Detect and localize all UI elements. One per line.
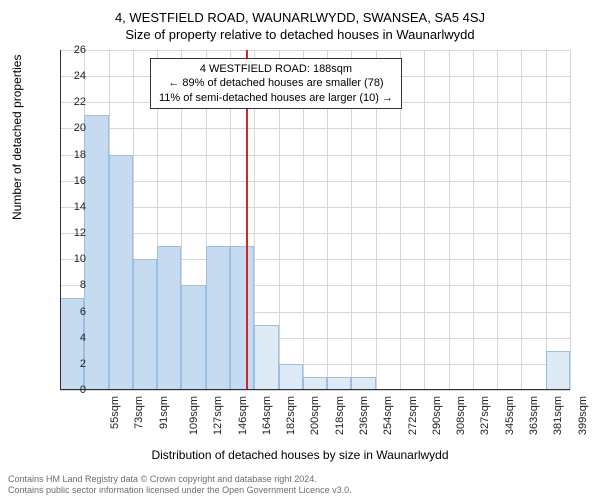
footer-attribution: Contains HM Land Registry data © Crown c… — [8, 474, 352, 496]
x-tick-label: 236sqm — [358, 396, 370, 435]
x-tick-label: 127sqm — [212, 396, 224, 435]
gridline-v — [424, 50, 425, 390]
y-tick-label: 2 — [56, 358, 86, 370]
gridline-h — [60, 181, 570, 182]
x-tick-label: 254sqm — [382, 396, 394, 435]
annotation-line: 11% of semi-detached houses are larger (… — [159, 91, 393, 105]
title-sub: Size of property relative to detached ho… — [0, 25, 600, 42]
y-tick-label: 16 — [56, 175, 86, 187]
histogram-bar — [109, 155, 133, 390]
footer-line1: Contains HM Land Registry data © Crown c… — [8, 474, 352, 485]
y-tick-label: 24 — [56, 70, 86, 82]
x-tick-label: 73sqm — [133, 396, 145, 429]
histogram-bar — [279, 364, 303, 390]
y-tick-label: 26 — [56, 44, 86, 56]
x-tick-label: 290sqm — [431, 396, 443, 435]
x-tick-label: 109sqm — [188, 396, 200, 435]
gridline-h — [60, 233, 570, 234]
x-axis-label: Distribution of detached houses by size … — [0, 448, 600, 462]
gridline-v — [449, 50, 450, 390]
histogram-bar — [133, 259, 157, 390]
histogram-bar — [206, 246, 230, 390]
x-tick-label: 218sqm — [334, 396, 346, 435]
x-tick-label: 182sqm — [285, 396, 297, 435]
y-tick-label: 8 — [56, 279, 86, 291]
x-tick-label: 91sqm — [158, 396, 170, 429]
y-tick-label: 22 — [56, 96, 86, 108]
x-tick-label: 55sqm — [109, 396, 121, 429]
gridline-v — [497, 50, 498, 390]
x-tick-label: 272sqm — [407, 396, 419, 435]
gridline-h — [60, 155, 570, 156]
gridline-h — [60, 207, 570, 208]
x-tick-label: 164sqm — [261, 396, 273, 435]
plot-area: 4 WESTFIELD ROAD: 188sqm← 89% of detache… — [60, 50, 570, 390]
histogram-bar — [230, 246, 254, 390]
histogram-bar — [84, 115, 108, 390]
gridline-v — [521, 50, 522, 390]
y-tick-label: 10 — [56, 253, 86, 265]
y-tick-label: 20 — [56, 122, 86, 134]
x-tick-label: 381sqm — [552, 396, 564, 435]
y-tick-label: 18 — [56, 149, 86, 161]
gridline-h — [60, 390, 570, 391]
y-tick-label: 12 — [56, 227, 86, 239]
gridline-h — [60, 128, 570, 129]
x-tick-label: 146sqm — [237, 396, 249, 435]
x-tick-label: 308sqm — [455, 396, 467, 435]
x-tick-label: 327sqm — [480, 396, 492, 435]
histogram-bar — [181, 285, 205, 390]
title-main: 4, WESTFIELD ROAD, WAUNARLWYDD, SWANSEA,… — [0, 0, 600, 25]
y-tick-label: 6 — [56, 306, 86, 318]
x-tick-label: 363sqm — [528, 396, 540, 435]
gridline-v — [546, 50, 547, 390]
annotation-line: 4 WESTFIELD ROAD: 188sqm — [159, 62, 393, 76]
annotation-box: 4 WESTFIELD ROAD: 188sqm← 89% of detache… — [150, 58, 402, 109]
y-axis-label: Number of detached properties — [10, 55, 24, 220]
x-tick-label: 399sqm — [577, 396, 589, 435]
annotation-line: ← 89% of detached houses are smaller (78… — [159, 76, 393, 90]
x-tick-label: 345sqm — [504, 396, 516, 435]
gridline-h — [60, 50, 570, 51]
histogram-bar — [254, 325, 278, 390]
axis-line-bottom — [60, 389, 570, 390]
y-tick-label: 4 — [56, 332, 86, 344]
histogram-bar — [546, 351, 570, 390]
chart-container: 4, WESTFIELD ROAD, WAUNARLWYDD, SWANSEA,… — [0, 0, 600, 500]
footer-line2: Contains public sector information licen… — [8, 485, 352, 496]
histogram-bar — [157, 246, 181, 390]
x-tick-label: 200sqm — [310, 396, 322, 435]
y-tick-label: 14 — [56, 201, 86, 213]
gridline-v — [473, 50, 474, 390]
y-tick-label: 0 — [56, 384, 86, 396]
gridline-v — [570, 50, 571, 390]
